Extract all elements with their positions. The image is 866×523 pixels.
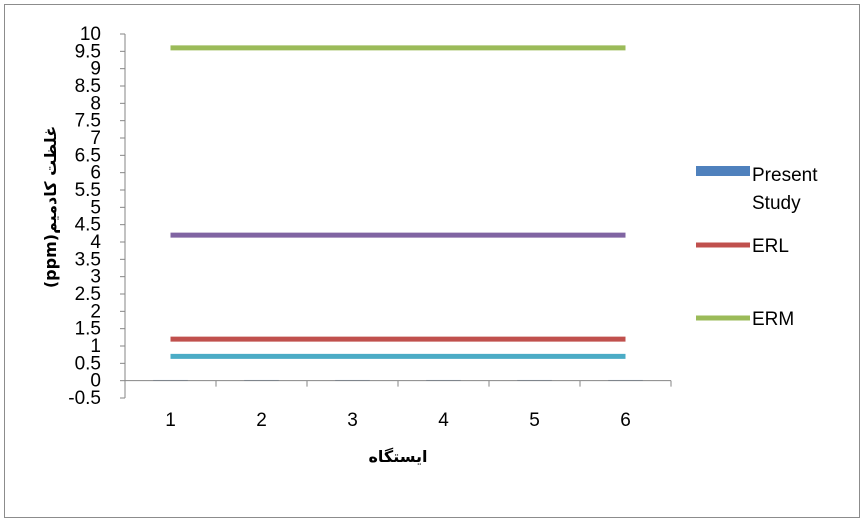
y-tick-label: 2 bbox=[90, 301, 101, 322]
y-tick-label: 9.5 bbox=[75, 41, 101, 62]
legend-label: ERM bbox=[752, 309, 794, 330]
plot-marks bbox=[153, 45, 643, 381]
y-tick-label: 8 bbox=[90, 93, 101, 114]
y-tick-label: 7 bbox=[90, 128, 101, 149]
legend-label: ERL bbox=[752, 236, 789, 257]
y-tick-label: 9 bbox=[90, 59, 101, 80]
x-tick-label: 6 bbox=[620, 410, 631, 431]
legend-label: Study bbox=[752, 193, 801, 214]
x-tick-label: 3 bbox=[347, 410, 358, 431]
y-tick-label: 3 bbox=[90, 267, 101, 288]
y-tick-label: 5.5 bbox=[75, 180, 101, 201]
legend-swatch bbox=[696, 166, 750, 176]
legend-label: Present bbox=[752, 165, 818, 186]
y-tick-label: 2.5 bbox=[75, 284, 101, 305]
y-tick-label: 1.5 bbox=[75, 319, 101, 340]
x-tick-label: 2 bbox=[256, 410, 267, 431]
x-tick-label: 4 bbox=[438, 410, 449, 431]
y-tick-label: 0 bbox=[90, 371, 101, 392]
y-axis-title: غلظت کادمیم(ppm) bbox=[41, 126, 60, 288]
chart-area bbox=[4, 4, 860, 518]
axes: -0.500.511.522.533.544.555.566.577.588.5… bbox=[68, 24, 672, 431]
y-tick-label: 5 bbox=[90, 197, 101, 218]
y-tick-label: 4.5 bbox=[75, 215, 101, 236]
y-tick-label: -0.5 bbox=[68, 388, 101, 409]
legend: Present Study ERL ERM bbox=[696, 165, 818, 330]
y-tick-label: 0.5 bbox=[75, 353, 101, 374]
y-tick-label: 1 bbox=[90, 336, 101, 357]
y-tick-label: 3.5 bbox=[75, 249, 101, 270]
x-axis-title: ایستگاه bbox=[368, 447, 427, 466]
x-tick-label: 1 bbox=[165, 410, 176, 431]
y-tick-label: 6.5 bbox=[75, 145, 101, 166]
y-tick-label: 6 bbox=[90, 163, 101, 184]
y-tick-label: 7.5 bbox=[75, 111, 101, 132]
y-tick-label: 8.5 bbox=[75, 76, 101, 97]
y-tick-label: 4 bbox=[90, 232, 101, 253]
x-tick-label: 5 bbox=[529, 410, 540, 431]
y-tick-label: 10 bbox=[80, 24, 101, 45]
